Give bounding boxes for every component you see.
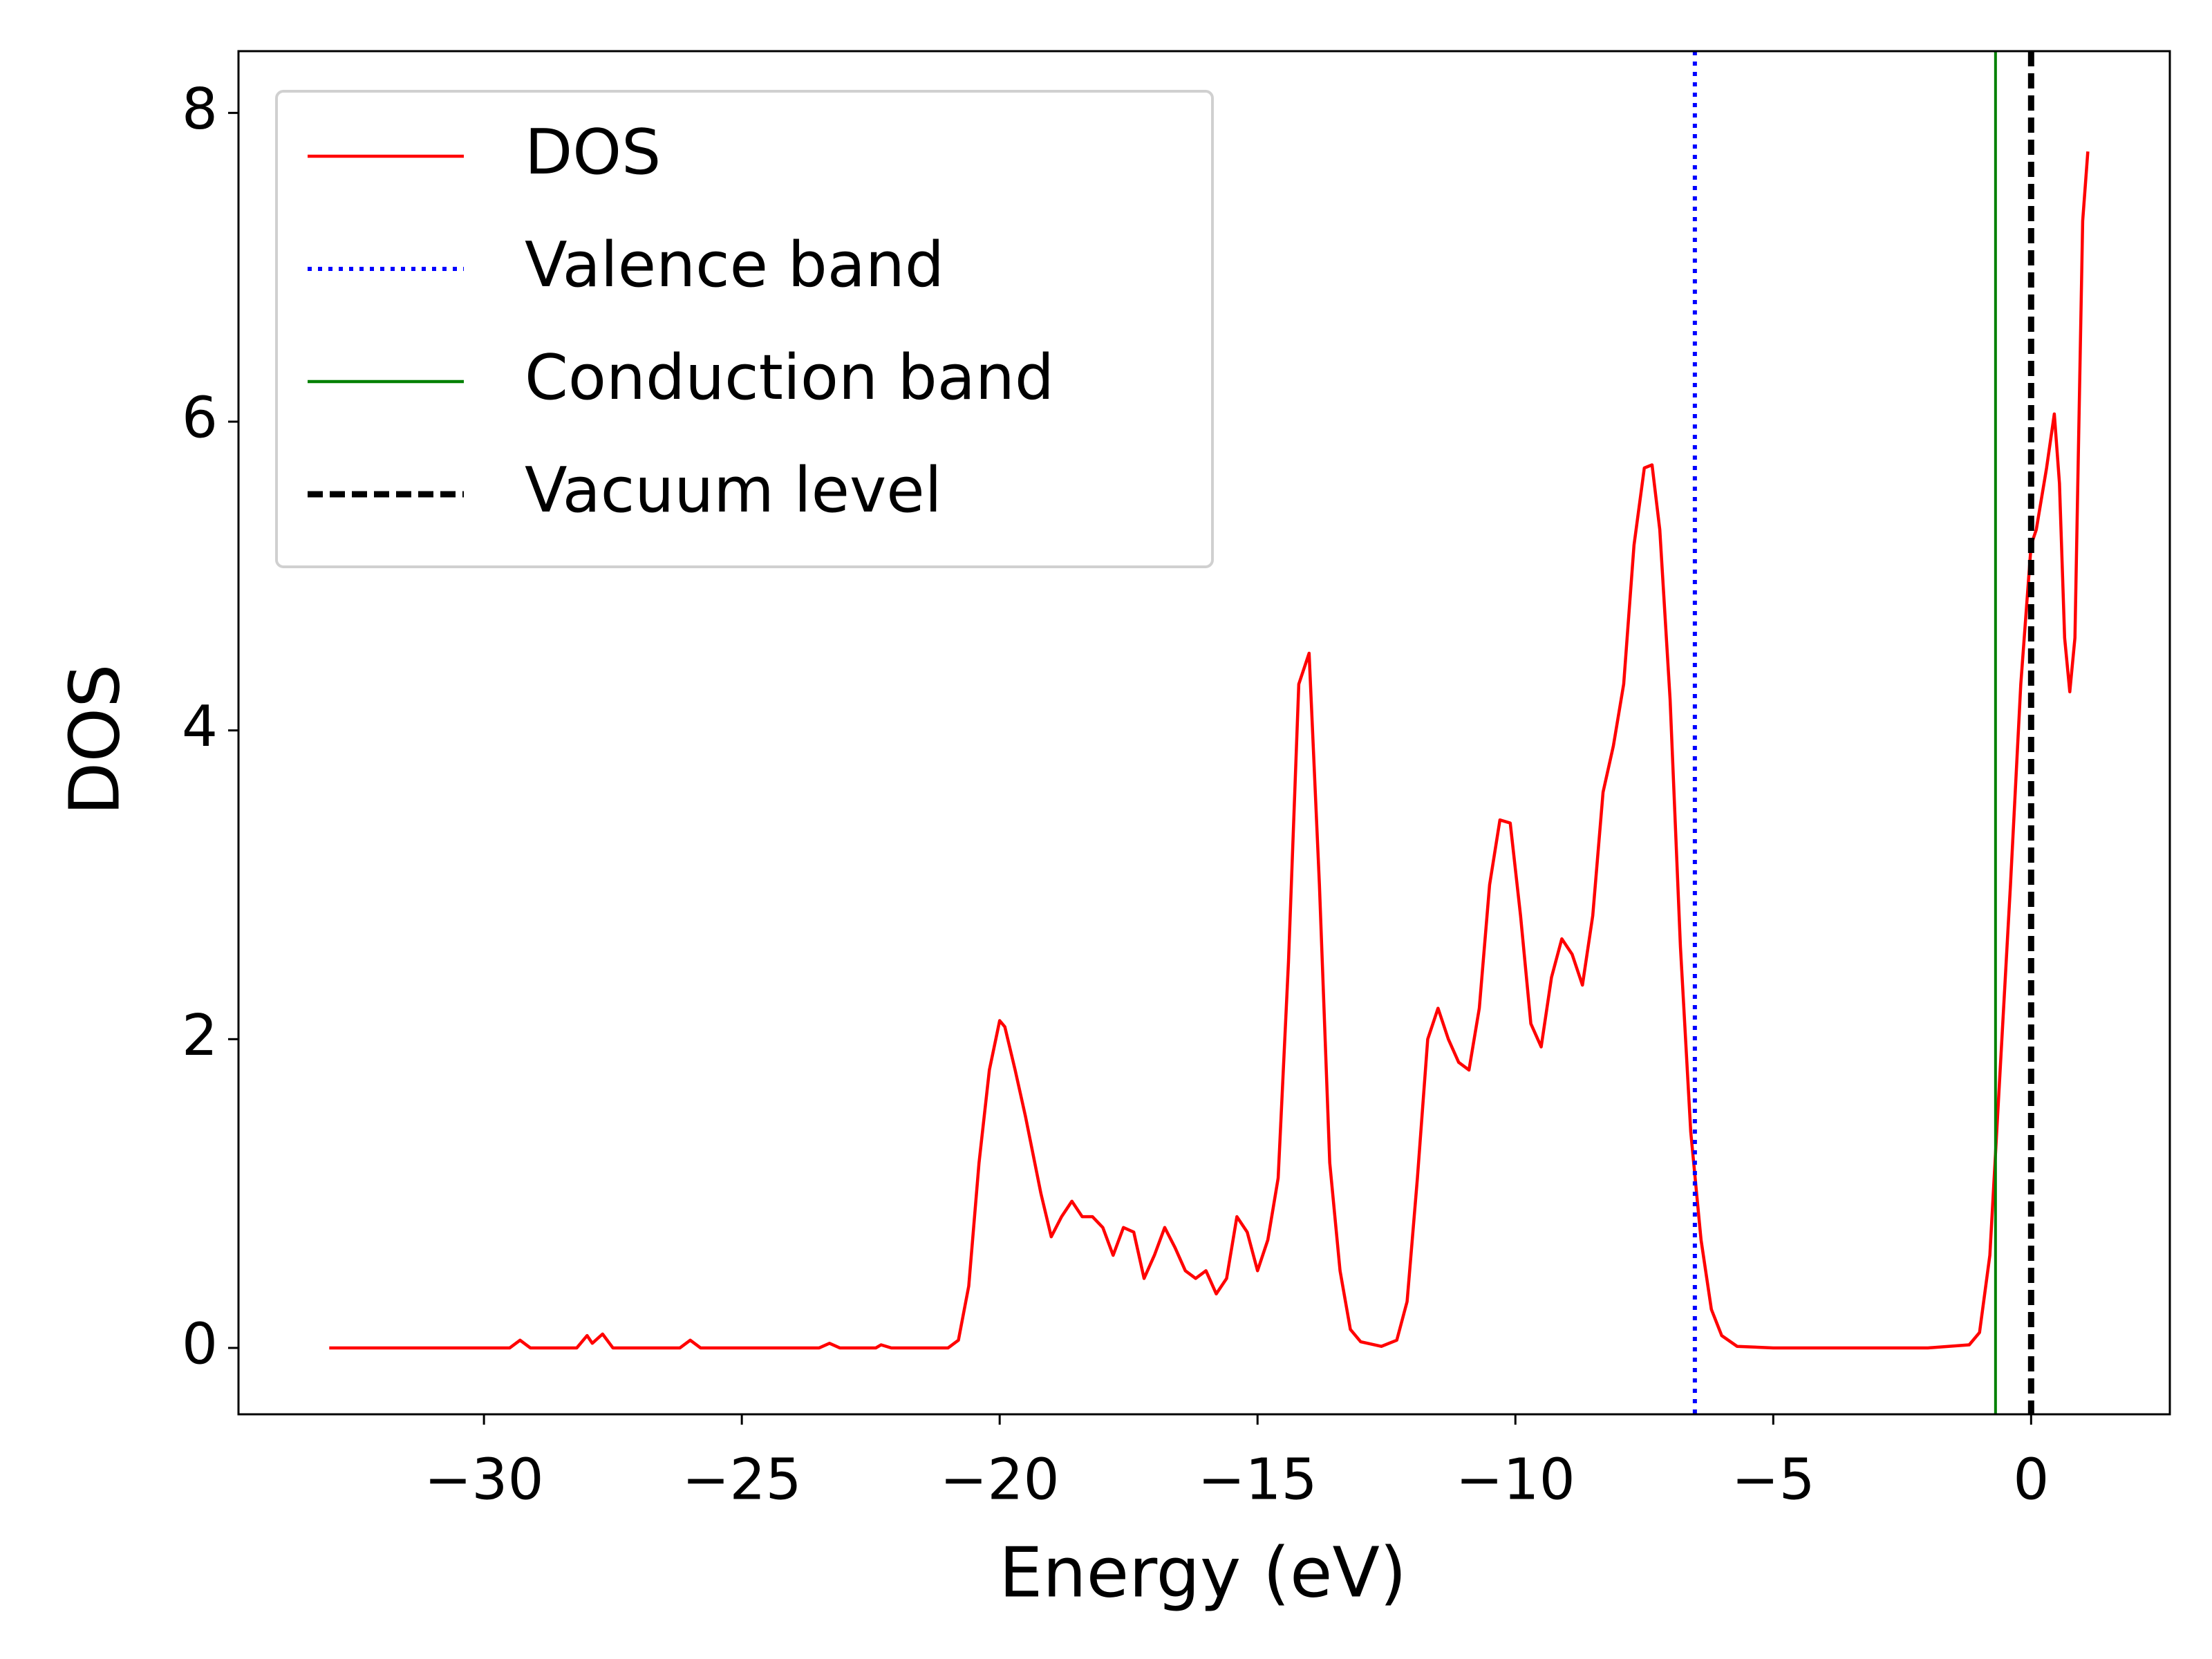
x-tick-label: 0 xyxy=(2013,1447,2049,1512)
x-tick-label: −5 xyxy=(1732,1447,1815,1512)
x-axis-label: Energy (eV) xyxy=(999,1532,1407,1613)
y-axis-label: DOS xyxy=(54,664,135,815)
legend-label: Vacuum level xyxy=(525,454,942,527)
series-line xyxy=(329,151,2090,1350)
legend-box xyxy=(275,90,1214,568)
x-tick-label: −15 xyxy=(1198,1447,1318,1512)
legend-label: Valence band xyxy=(525,229,944,301)
legend-label: DOS xyxy=(525,116,661,189)
plot-frame xyxy=(237,50,2171,1416)
y-tick-label: 8 xyxy=(182,77,218,142)
x-tick-label: −30 xyxy=(424,1447,544,1512)
y-tick-label: 2 xyxy=(182,1003,218,1069)
y-tick-label: 4 xyxy=(182,694,218,760)
legend-label: Conduction band xyxy=(525,341,1054,414)
x-tick-label: −20 xyxy=(940,1447,1060,1512)
x-tick-label: −10 xyxy=(1456,1447,1575,1512)
x-tick-label: −25 xyxy=(682,1447,802,1512)
y-tick-label: 0 xyxy=(182,1311,218,1377)
y-tick-label: 6 xyxy=(182,385,218,451)
